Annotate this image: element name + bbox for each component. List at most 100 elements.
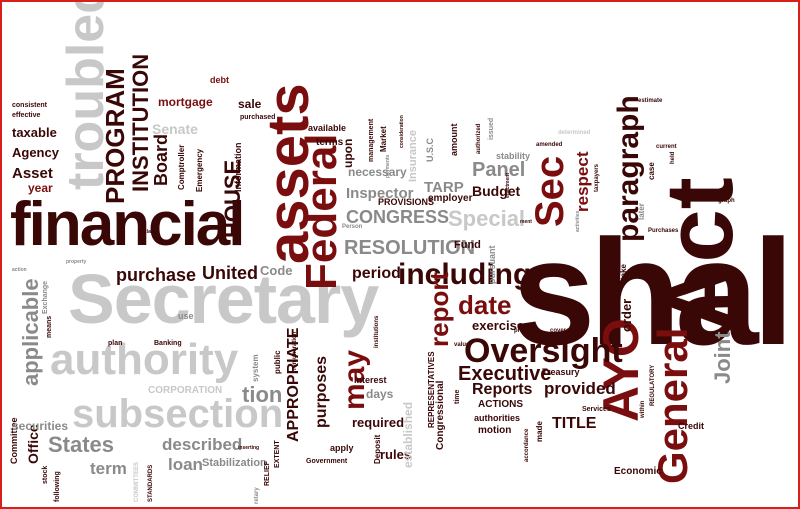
- word-motion: motion: [478, 425, 512, 436]
- word-stabilization: Stabilization: [202, 457, 267, 469]
- word-upon: upon: [341, 138, 355, 168]
- word-insurance: Insurance: [407, 130, 419, 182]
- word-fund: Fund: [454, 239, 481, 251]
- word-system: system: [251, 354, 260, 382]
- word-graph: graph: [718, 198, 735, 204]
- word-states: States: [48, 432, 115, 457]
- word-covered: covered: [550, 328, 574, 334]
- word-authorities: authorities: [474, 413, 521, 423]
- word-authorized: authorized: [476, 123, 482, 154]
- word-clause: clause: [144, 229, 160, 235]
- word-exchange: Exchange: [42, 280, 49, 314]
- word-provided: provided: [544, 379, 616, 398]
- word-government: Government: [306, 458, 348, 465]
- word-period: period: [352, 265, 401, 282]
- word-term: term: [90, 459, 127, 478]
- word-emergency: Emergency: [195, 148, 204, 192]
- word-financial: financial: [10, 190, 246, 259]
- word-established: established: [401, 401, 415, 468]
- word-market: Market: [379, 126, 388, 152]
- word-plan: plan: [108, 340, 123, 347]
- word-purchased: purchased: [240, 114, 276, 121]
- word-amended: amended: [536, 142, 563, 148]
- word-employer: employer: [428, 193, 473, 204]
- word-federal: Federal: [297, 133, 346, 290]
- word-corporation: CORPORATION: [148, 385, 223, 396]
- word-value: value: [454, 342, 470, 348]
- word-congress: CONGRESS: [346, 207, 450, 227]
- word-services: Services: [582, 406, 611, 413]
- word-agency: Agency: [12, 145, 59, 160]
- word-tarp: TARP: [424, 179, 464, 196]
- word-mortgage: mortgage: [158, 95, 213, 109]
- word-year: year: [28, 181, 53, 195]
- word-use: use: [178, 311, 194, 321]
- word-extent: EXTENT: [274, 440, 281, 468]
- word-case: case: [647, 162, 656, 180]
- word-held: held: [670, 151, 676, 164]
- word-institution: INSTITUTION: [128, 53, 153, 192]
- word-issued: issued: [488, 117, 495, 140]
- word-effective: effective: [12, 112, 41, 119]
- word-executive: Executive: [458, 363, 552, 385]
- word-information: Information: [233, 142, 243, 193]
- word-shall: shall: [512, 208, 800, 376]
- word-following: following: [54, 471, 61, 502]
- word-current: current: [656, 144, 677, 150]
- word-economic: Economic: [614, 466, 662, 477]
- word-public: public: [273, 350, 282, 374]
- word-consideration: consideration: [399, 115, 405, 148]
- word-loan: loan: [168, 455, 203, 474]
- word-special: Special: [448, 206, 526, 231]
- word-tion: tion: [242, 382, 283, 407]
- word-oversight: Oversight: [464, 332, 623, 370]
- word-taxpayers: taxpayers: [594, 163, 600, 192]
- word-actions: ACTIONS: [478, 399, 523, 410]
- word-exercise: exercise: [472, 318, 525, 333]
- word-standards: STANDARDS: [148, 464, 154, 502]
- word-apply: apply: [330, 443, 354, 453]
- word-relief: RELIEF: [264, 461, 271, 486]
- word-management: management: [368, 118, 375, 162]
- word-available: available: [308, 123, 347, 133]
- word-joint: Joint: [710, 331, 735, 384]
- word-inspector: Inspector: [346, 185, 414, 202]
- word-order: order: [619, 298, 634, 332]
- word-later: later: [637, 203, 646, 220]
- word-sec: Sec: [528, 155, 572, 227]
- word-reports: Reports: [472, 381, 533, 398]
- word-including: including: [398, 258, 532, 291]
- word-treasury: Treasury: [542, 367, 580, 377]
- word-purposes: purposes: [313, 355, 330, 428]
- word-remuneration: remuneration: [292, 331, 298, 370]
- word-regulatory: REGULATORY: [650, 364, 656, 406]
- word-means: means: [46, 315, 53, 338]
- word-necessary: necessary: [348, 165, 407, 179]
- word-consistent: consistent: [12, 102, 48, 109]
- word-described: described: [162, 435, 243, 454]
- word-resolution: RESOLUTION: [344, 237, 476, 259]
- word-committees: COMMITTEES: [134, 462, 140, 502]
- word-united: United: [202, 263, 258, 283]
- word-person: Person: [342, 224, 363, 230]
- word-general: General: [649, 327, 696, 484]
- word-payments: payments: [385, 154, 391, 178]
- word-property: property: [66, 259, 87, 265]
- word-stock: stock: [42, 465, 49, 484]
- word-comptroller: Comptroller: [177, 144, 186, 190]
- word-inserting: inserting: [238, 445, 260, 451]
- word-enactment: enactment: [505, 172, 511, 198]
- word-provide: provide: [514, 328, 536, 334]
- word-report: report: [424, 271, 454, 347]
- word-applicable: applicable: [18, 278, 43, 386]
- word-action: action: [12, 267, 27, 273]
- word-interest: interest: [354, 375, 387, 385]
- word-required: required: [352, 415, 405, 430]
- word-board: Board: [151, 133, 171, 186]
- word-subsection: subsection: [72, 392, 284, 436]
- word-rules: rules: [380, 447, 412, 462]
- word-code: Code: [260, 263, 293, 278]
- word-ment: ment: [520, 219, 532, 225]
- word-purchase: purchase: [116, 265, 197, 285]
